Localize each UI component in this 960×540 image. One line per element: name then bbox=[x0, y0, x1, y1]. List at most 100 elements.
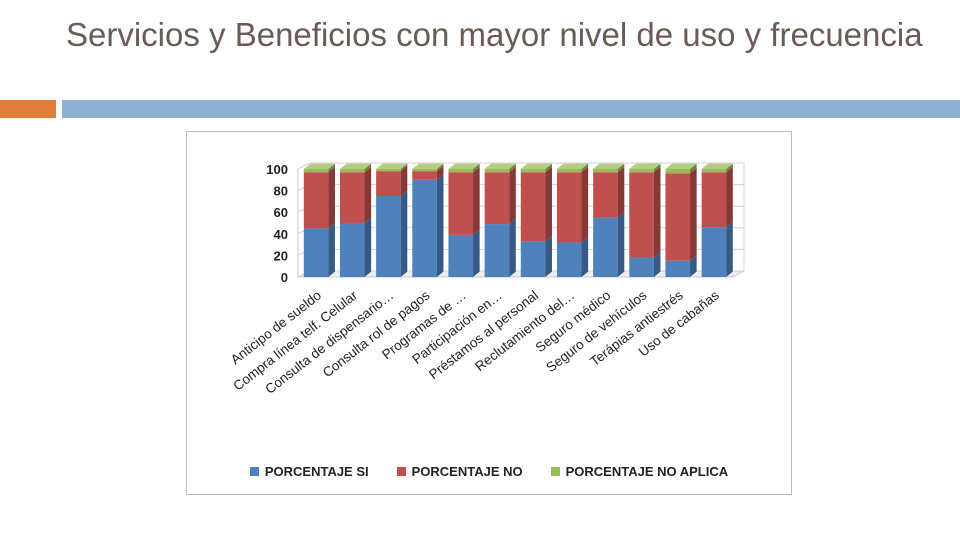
y-tick-label: 40 bbox=[274, 227, 288, 242]
bar-no-aplica-side bbox=[690, 163, 697, 174]
bar-no-aplica-side bbox=[436, 163, 444, 172]
y-tick-label: 100 bbox=[266, 162, 288, 177]
bar-no bbox=[376, 171, 401, 196]
bar-si bbox=[376, 196, 401, 277]
bar-si-side bbox=[328, 223, 335, 277]
bar-no-aplica-top bbox=[339, 163, 372, 169]
bar-no-side bbox=[690, 167, 697, 261]
bar-si bbox=[520, 241, 546, 277]
y-tick-label: 0 bbox=[281, 270, 288, 285]
bar-si bbox=[629, 257, 654, 277]
bar-no-aplica-top bbox=[593, 163, 625, 169]
legend-label-no-aplica: PORCENTAJE NO APLICA bbox=[565, 463, 729, 479]
bar-no-aplica-side bbox=[581, 163, 589, 173]
bar-si-side bbox=[509, 218, 516, 277]
bar-no-side bbox=[581, 166, 589, 243]
bar-si-side bbox=[400, 190, 408, 277]
bar-no bbox=[412, 171, 437, 180]
bar-no-aplica-side bbox=[364, 163, 372, 173]
legend-label-no: PORCENTAJE NO bbox=[411, 463, 523, 479]
bar-no-side bbox=[545, 166, 552, 242]
bar-no-aplica-side bbox=[473, 163, 480, 173]
bar-no-side bbox=[726, 166, 733, 228]
accent-bar-orange bbox=[0, 100, 56, 118]
bar-si-side bbox=[581, 237, 589, 277]
bar-no-side bbox=[436, 165, 444, 180]
bar-no-aplica bbox=[339, 169, 365, 173]
bar-si bbox=[701, 227, 727, 277]
bar-no-aplica-top bbox=[376, 163, 408, 169]
bar-si-side bbox=[545, 235, 552, 277]
chart-legend: PORCENTAJE SI PORCENTAJE NO PORCENTAJE N… bbox=[187, 463, 791, 479]
accent-bar-blue bbox=[62, 100, 960, 118]
bar-si bbox=[448, 234, 474, 277]
bar-no-aplica bbox=[484, 169, 510, 173]
bar-si-side bbox=[726, 221, 733, 277]
bar-si-side bbox=[617, 212, 625, 277]
bar-no-aplica-side bbox=[726, 163, 733, 173]
bar-si bbox=[339, 223, 365, 277]
chart-frame: 0 20 40 60 80 100 Anticipo de sueldo Compra lín… bbox=[186, 131, 792, 495]
bar-no-aplica bbox=[412, 169, 437, 172]
bar-no bbox=[303, 172, 329, 229]
bar-no-aplica bbox=[665, 169, 691, 174]
bar-no-aplica bbox=[448, 169, 474, 173]
legend-item-si: PORCENTAJE SI bbox=[249, 463, 369, 479]
y-tick-label: 60 bbox=[274, 205, 288, 220]
bar-si bbox=[593, 217, 618, 277]
bar-no bbox=[520, 172, 546, 242]
legend-item-no-aplica: PORCENTAJE NO APLICA bbox=[550, 463, 729, 479]
bar-no bbox=[484, 172, 510, 225]
bar-no-aplica-top bbox=[484, 163, 516, 169]
bar-no-aplica-side bbox=[617, 163, 625, 173]
y-tick-label: 20 bbox=[274, 248, 288, 263]
y-tick-label: 80 bbox=[274, 184, 288, 199]
bar-no-aplica bbox=[520, 169, 546, 173]
bar-no bbox=[593, 172, 618, 218]
bar-no-aplica-top bbox=[665, 163, 697, 169]
bar-no-side bbox=[653, 166, 661, 258]
bar-no bbox=[556, 172, 582, 243]
legend-label-si: PORCENTAJE SI bbox=[264, 463, 369, 479]
bar-no bbox=[629, 172, 654, 258]
bar-no-aplica-top bbox=[629, 163, 661, 169]
bar-no-aplica-top bbox=[412, 163, 444, 169]
bar-no-aplica-side bbox=[545, 163, 552, 173]
bar-si bbox=[484, 224, 510, 277]
bar-no-side bbox=[328, 166, 335, 229]
legend-swatch-no-aplica bbox=[550, 466, 560, 476]
bar-no-aplica-top bbox=[520, 163, 552, 169]
bar-no-side bbox=[509, 166, 516, 225]
bar-no-aplica-top bbox=[556, 163, 589, 169]
bar-no-aplica bbox=[593, 169, 618, 173]
bar-si-side bbox=[473, 229, 480, 277]
bar-no-side bbox=[400, 165, 408, 196]
bar-no-aplica-side bbox=[509, 163, 516, 173]
bar-no-aplica bbox=[556, 169, 582, 173]
bar-no-aplica bbox=[303, 169, 329, 173]
bar-no bbox=[448, 172, 474, 235]
bar-no-aplica-top bbox=[701, 163, 733, 169]
bar-si bbox=[665, 260, 691, 277]
bar-no-aplica bbox=[376, 169, 401, 172]
bar-no-aplica-top bbox=[303, 163, 335, 169]
bar-si-side bbox=[690, 255, 697, 277]
slide-title: Servicios y Beneficios con mayor nivel d… bbox=[66, 16, 923, 53]
bar-no-aplica bbox=[701, 169, 727, 173]
bar-si bbox=[556, 242, 582, 277]
bar-no bbox=[701, 172, 727, 228]
gridline bbox=[297, 162, 744, 170]
bar-no-aplica-side bbox=[653, 163, 661, 173]
bar-no-side bbox=[364, 166, 372, 223]
bar-si bbox=[412, 179, 437, 277]
bar-no-aplica-side bbox=[400, 163, 408, 172]
bar-si bbox=[303, 228, 329, 277]
legend-item-no: PORCENTAJE NO bbox=[396, 463, 523, 479]
bar-si-side bbox=[436, 174, 444, 277]
bar-no-aplica-side bbox=[328, 163, 335, 173]
bar-no bbox=[339, 172, 365, 223]
bar-si-side bbox=[364, 217, 372, 277]
bar-no-side bbox=[473, 166, 480, 235]
bar-no bbox=[665, 173, 691, 261]
